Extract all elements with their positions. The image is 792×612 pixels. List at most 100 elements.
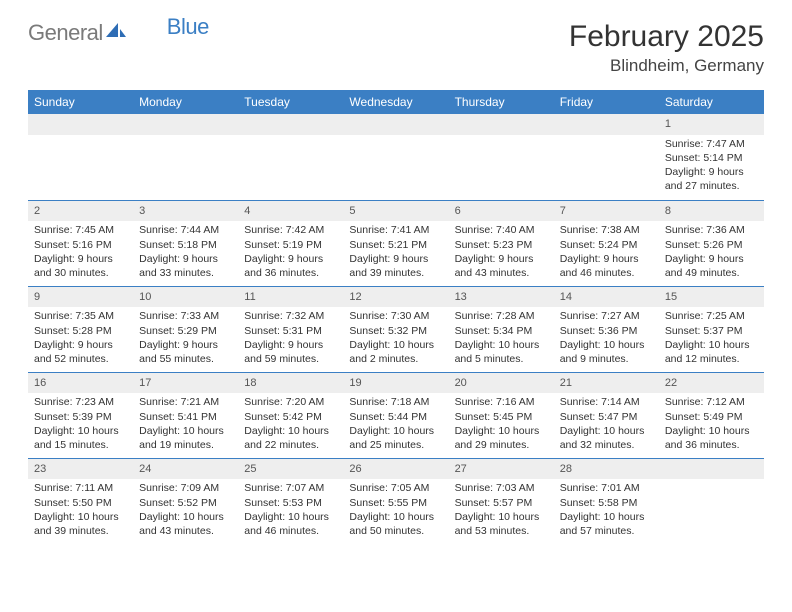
day-number: 27 [449,459,554,480]
day-number: 26 [343,459,448,480]
day-number: 14 [554,287,659,308]
calendar-day: 11Sunrise: 7:32 AMSunset: 5:31 PMDayligh… [238,286,343,372]
day-number: 2 [28,201,133,222]
day-text: Sunrise: 7:40 AMSunset: 5:23 PMDaylight:… [449,223,554,284]
day-text: Sunrise: 7:01 AMSunset: 5:58 PMDaylight:… [554,481,659,542]
calendar-day: 26Sunrise: 7:05 AMSunset: 5:55 PMDayligh… [343,458,448,544]
day-number: 10 [133,287,238,308]
calendar-body: 1Sunrise: 7:47 AMSunset: 5:14 PMDaylight… [28,114,764,544]
calendar-day: 17Sunrise: 7:21 AMSunset: 5:41 PMDayligh… [133,372,238,458]
day-number: 23 [28,459,133,480]
day-text: Sunrise: 7:42 AMSunset: 5:19 PMDaylight:… [238,223,343,284]
day-number: 15 [659,287,764,308]
calendar-header-row: SundayMondayTuesdayWednesdayThursdayFrid… [28,90,764,114]
day-number [133,114,238,135]
calendar-day [133,114,238,200]
day-text: Sunrise: 7:20 AMSunset: 5:42 PMDaylight:… [238,395,343,456]
day-text: Sunrise: 7:36 AMSunset: 5:26 PMDaylight:… [659,223,764,284]
calendar-day: 9Sunrise: 7:35 AMSunset: 5:28 PMDaylight… [28,286,133,372]
logo: General Blue [28,20,209,46]
calendar-day [449,114,554,200]
calendar-day: 6Sunrise: 7:40 AMSunset: 5:23 PMDaylight… [449,200,554,286]
day-number: 8 [659,201,764,222]
day-number: 19 [343,373,448,394]
calendar-day: 24Sunrise: 7:09 AMSunset: 5:52 PMDayligh… [133,458,238,544]
calendar-day: 7Sunrise: 7:38 AMSunset: 5:24 PMDaylight… [554,200,659,286]
calendar-day: 15Sunrise: 7:25 AMSunset: 5:37 PMDayligh… [659,286,764,372]
calendar-day: 2Sunrise: 7:45 AMSunset: 5:16 PMDaylight… [28,200,133,286]
calendar-day: 28Sunrise: 7:01 AMSunset: 5:58 PMDayligh… [554,458,659,544]
day-text: Sunrise: 7:44 AMSunset: 5:18 PMDaylight:… [133,223,238,284]
day-text: Sunrise: 7:03 AMSunset: 5:57 PMDaylight:… [449,481,554,542]
column-header: Monday [133,90,238,114]
day-text: Sunrise: 7:25 AMSunset: 5:37 PMDaylight:… [659,309,764,370]
calendar-week: 16Sunrise: 7:23 AMSunset: 5:39 PMDayligh… [28,372,764,458]
title-block: February 2025 Blindheim, Germany [569,20,764,76]
page-title: February 2025 [569,20,764,54]
day-text: Sunrise: 7:14 AMSunset: 5:47 PMDaylight:… [554,395,659,456]
calendar-week: 23Sunrise: 7:11 AMSunset: 5:50 PMDayligh… [28,458,764,544]
day-number: 22 [659,373,764,394]
day-number: 24 [133,459,238,480]
day-number [28,114,133,135]
calendar-week: 1Sunrise: 7:47 AMSunset: 5:14 PMDaylight… [28,114,764,200]
calendar-day: 20Sunrise: 7:16 AMSunset: 5:45 PMDayligh… [449,372,554,458]
day-number: 4 [238,201,343,222]
column-header: Thursday [449,90,554,114]
day-text: Sunrise: 7:35 AMSunset: 5:28 PMDaylight:… [28,309,133,370]
day-text: Sunrise: 7:21 AMSunset: 5:41 PMDaylight:… [133,395,238,456]
day-text: Sunrise: 7:16 AMSunset: 5:45 PMDaylight:… [449,395,554,456]
day-text: Sunrise: 7:05 AMSunset: 5:55 PMDaylight:… [343,481,448,542]
day-number: 5 [343,201,448,222]
day-number: 28 [554,459,659,480]
calendar-day [28,114,133,200]
day-number [554,114,659,135]
calendar-day: 13Sunrise: 7:28 AMSunset: 5:34 PMDayligh… [449,286,554,372]
calendar-day [659,458,764,544]
calendar-day: 16Sunrise: 7:23 AMSunset: 5:39 PMDayligh… [28,372,133,458]
calendar-day [554,114,659,200]
column-header: Tuesday [238,90,343,114]
day-number: 16 [28,373,133,394]
column-header: Saturday [659,90,764,114]
calendar-day: 25Sunrise: 7:07 AMSunset: 5:53 PMDayligh… [238,458,343,544]
calendar-day: 21Sunrise: 7:14 AMSunset: 5:47 PMDayligh… [554,372,659,458]
day-text: Sunrise: 7:18 AMSunset: 5:44 PMDaylight:… [343,395,448,456]
calendar-day: 5Sunrise: 7:41 AMSunset: 5:21 PMDaylight… [343,200,448,286]
calendar-day: 4Sunrise: 7:42 AMSunset: 5:19 PMDaylight… [238,200,343,286]
calendar-day: 27Sunrise: 7:03 AMSunset: 5:57 PMDayligh… [449,458,554,544]
day-text: Sunrise: 7:32 AMSunset: 5:31 PMDaylight:… [238,309,343,370]
calendar-day: 10Sunrise: 7:33 AMSunset: 5:29 PMDayligh… [133,286,238,372]
day-number: 7 [554,201,659,222]
day-number: 3 [133,201,238,222]
day-text: Sunrise: 7:09 AMSunset: 5:52 PMDaylight:… [133,481,238,542]
calendar-day: 3Sunrise: 7:44 AMSunset: 5:18 PMDaylight… [133,200,238,286]
day-number: 13 [449,287,554,308]
calendar-week: 9Sunrise: 7:35 AMSunset: 5:28 PMDaylight… [28,286,764,372]
column-header: Wednesday [343,90,448,114]
calendar-day: 22Sunrise: 7:12 AMSunset: 5:49 PMDayligh… [659,372,764,458]
calendar-day: 8Sunrise: 7:36 AMSunset: 5:26 PMDaylight… [659,200,764,286]
day-number: 6 [449,201,554,222]
calendar-table: SundayMondayTuesdayWednesdayThursdayFrid… [28,90,764,544]
calendar-day [343,114,448,200]
day-number: 18 [238,373,343,394]
column-header: Sunday [28,90,133,114]
column-header: Friday [554,90,659,114]
logo-sail-icon [105,20,127,46]
logo-text-1: General [28,20,103,46]
day-number: 1 [659,114,764,135]
day-number [659,459,764,480]
calendar-day: 23Sunrise: 7:11 AMSunset: 5:50 PMDayligh… [28,458,133,544]
day-number: 25 [238,459,343,480]
day-text: Sunrise: 7:30 AMSunset: 5:32 PMDaylight:… [343,309,448,370]
day-text: Sunrise: 7:45 AMSunset: 5:16 PMDaylight:… [28,223,133,284]
day-number [343,114,448,135]
header: General Blue February 2025 Blindheim, Ge… [28,20,764,76]
calendar-day: 19Sunrise: 7:18 AMSunset: 5:44 PMDayligh… [343,372,448,458]
calendar-day: 14Sunrise: 7:27 AMSunset: 5:36 PMDayligh… [554,286,659,372]
day-text: Sunrise: 7:38 AMSunset: 5:24 PMDaylight:… [554,223,659,284]
day-text: Sunrise: 7:23 AMSunset: 5:39 PMDaylight:… [28,395,133,456]
day-number: 12 [343,287,448,308]
day-text: Sunrise: 7:33 AMSunset: 5:29 PMDaylight:… [133,309,238,370]
